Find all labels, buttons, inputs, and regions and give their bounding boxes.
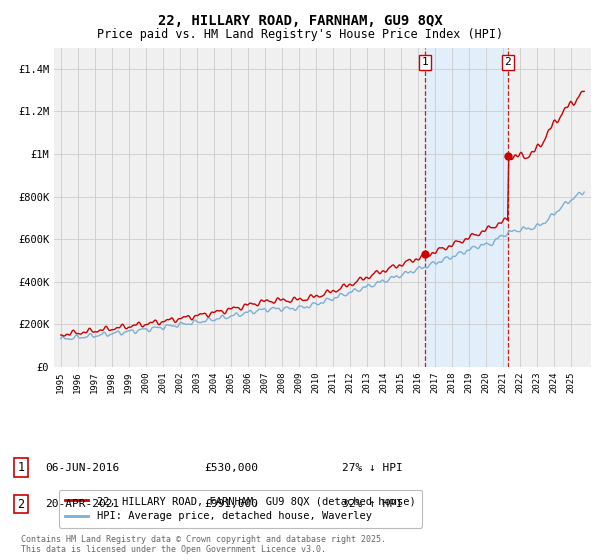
Text: 2: 2 — [505, 58, 511, 68]
Text: 22, HILLARY ROAD, FARNHAM, GU9 8QX: 22, HILLARY ROAD, FARNHAM, GU9 8QX — [158, 14, 442, 28]
Text: 1: 1 — [421, 58, 428, 68]
Text: £991,000: £991,000 — [204, 499, 258, 509]
Legend: 22, HILLARY ROAD, FARNHAM, GU9 8QX (detached house), HPI: Average price, detache: 22, HILLARY ROAD, FARNHAM, GU9 8QX (deta… — [59, 490, 422, 528]
Text: 20-APR-2021: 20-APR-2021 — [45, 499, 119, 509]
Text: 2: 2 — [17, 497, 25, 511]
Text: 06-JUN-2016: 06-JUN-2016 — [45, 463, 119, 473]
Text: 1: 1 — [17, 461, 25, 474]
Text: 27% ↓ HPI: 27% ↓ HPI — [342, 463, 403, 473]
Text: 32% ↑ HPI: 32% ↑ HPI — [342, 499, 403, 509]
Text: Price paid vs. HM Land Registry's House Price Index (HPI): Price paid vs. HM Land Registry's House … — [97, 28, 503, 41]
Text: Contains HM Land Registry data © Crown copyright and database right 2025.
This d: Contains HM Land Registry data © Crown c… — [21, 535, 386, 554]
Bar — [425, 48, 508, 367]
Text: £530,000: £530,000 — [204, 463, 258, 473]
